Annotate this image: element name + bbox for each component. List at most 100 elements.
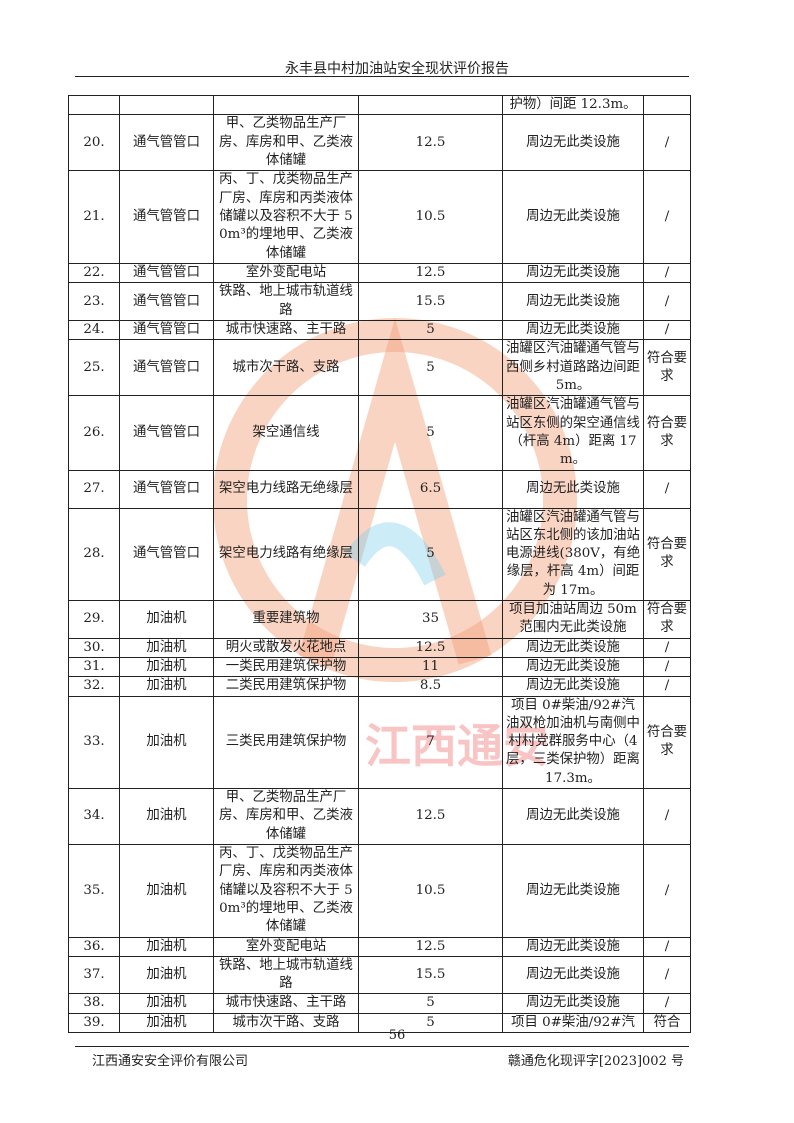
cell-actual: 油罐区汽油罐通气管与站区东侧的架空通信线（杆高 4m）距离 17m。: [502, 395, 644, 471]
table-row: 33. 加油机 三类民用建筑保护物 7 项目 0#柴油/92#汽油双枪加油机与南侧中村村…: [68, 695, 691, 790]
table-row: 32. 加油机 二类民用建筑保护物 8.5 周边无此类设施 /: [68, 676, 691, 697]
cell-actual: 护物）间距 12.3m。: [502, 94, 644, 116]
cell-standard: 12.5: [358, 114, 503, 172]
cell-actual: 项目 0#柴油/92#汽油双枪加油机与南侧中村村党群服务中心（4层，三类保护物）…: [502, 695, 644, 790]
cell-standard: 12.5: [358, 637, 503, 658]
cell-object: 一类民用建筑保护物: [213, 656, 359, 678]
cell-no: 31.: [68, 656, 120, 678]
footer-company: 江西通安安全评价有限公司: [92, 1054, 249, 1069]
cell-result: /: [643, 637, 691, 658]
cell-item: 加油机: [119, 676, 214, 697]
table-row: 27. 通气管管口 架空电力线路无绝缘层 6.5 周边无此类设施 /: [68, 469, 691, 509]
table-row: 22. 通气管管口 室外变配电站 12.5 周边无此类设施 /: [68, 263, 691, 284]
cell-actual: 油罐区汽油罐通气管与西侧乡村道路路边间距 5m。: [502, 339, 644, 397]
cell-standard: 5: [358, 993, 503, 1014]
table-row: 30. 加油机 明火或散发火花地点 12.5 周边无此类设施 /: [68, 637, 691, 658]
cell-actual: 周边无此类设施: [502, 114, 644, 172]
cell-actual: 周边无此类设施: [502, 656, 644, 678]
cell-item: 通气管管口: [119, 339, 214, 397]
cell-actual: 周边无此类设施: [502, 282, 644, 322]
cell-item: 通气管管口: [119, 170, 214, 265]
cell-actual: 周边无此类设施: [502, 676, 644, 697]
table-row: 21. 通气管管口 丙、丁、戊类物品生产厂房、库房和丙类液体储罐以及容积不大于 50…: [68, 170, 691, 265]
cell-object: 室外变配电站: [213, 936, 359, 957]
cell-standard: [358, 94, 503, 116]
cell-actual: 周边无此类设施: [502, 469, 644, 509]
cell-no: 39.: [68, 1012, 120, 1033]
cell-object: 三类民用建筑保护物: [213, 695, 359, 790]
table-row: 31. 加油机 一类民用建筑保护物 11 周边无此类设施 /: [68, 656, 691, 678]
cell-actual: 周边无此类设施: [502, 955, 644, 995]
table-row: 28. 通气管管口 架空电力线路有绝缘层 5 油罐区汽油罐通气管与站区东北侧的该加油站电…: [68, 507, 691, 602]
table-row: 24. 通气管管口 城市快速路、主干路 5 周边无此类设施 /: [68, 320, 691, 341]
cell-no: 25.: [68, 339, 120, 397]
cell-no: 29.: [68, 600, 120, 639]
cell-no: 23.: [68, 282, 120, 322]
cell-no: 30.: [68, 637, 120, 658]
cell-no: 37.: [68, 955, 120, 995]
cell-object: 铁路、地上城市轨道线路: [213, 955, 359, 995]
cell-standard: 12.5: [358, 936, 503, 957]
cell-actual: 项目 0#柴油/92#汽: [502, 1012, 644, 1033]
cell-object: 架空电力线路有绝缘层: [213, 507, 359, 602]
cell-actual: 周边无此类设施: [502, 263, 644, 284]
cell-standard: 8.5: [358, 676, 503, 697]
cell-item: 加油机: [119, 788, 214, 846]
cell-object: 丙、丁、戊类物品生产厂房、库房和丙类液体储罐以及容积不大于 50m³的埋地甲、乙…: [213, 170, 359, 265]
cell-result: /: [643, 656, 691, 678]
cell-standard: 15.5: [358, 955, 503, 995]
cell-no: 27.: [68, 469, 120, 509]
table-row: 23. 通气管管口 铁路、地上城市轨道线路 15.5 周边无此类设施 /: [68, 282, 691, 322]
cell-no: 33.: [68, 695, 120, 790]
safety-distance-table: 护物）间距 12.3m。 20. 通气管管口 甲、乙类物品生产厂房、库房和甲、乙类液体…: [68, 94, 691, 1033]
cell-result: /: [643, 263, 691, 284]
cell-item: 通气管管口: [119, 320, 214, 341]
cell-standard: 6.5: [358, 469, 503, 509]
page-header-title: 永丰县中村加油站安全现状评价报告: [285, 61, 509, 77]
cell-actual: 周边无此类设施: [502, 788, 644, 846]
cell-actual: 周边无此类设施: [502, 936, 644, 957]
cell-standard: 12.5: [358, 788, 503, 846]
cell-item: 加油机: [119, 695, 214, 790]
cell-actual: 周边无此类设施: [502, 637, 644, 658]
cell-object: 甲、乙类物品生产厂房、库房和甲、乙类液体储罐: [213, 788, 359, 846]
cell-object: 城市快速路、主干路: [213, 320, 359, 341]
cell-result: 符合要求: [643, 600, 691, 639]
cell-result: /: [643, 936, 691, 957]
cell-result: /: [643, 114, 691, 172]
cell-actual: 周边无此类设施: [502, 320, 644, 341]
header-divider: [75, 76, 689, 77]
table-row: 34. 加油机 甲、乙类物品生产厂房、库房和甲、乙类液体储罐 12.5 周边无此类设施 /: [68, 788, 691, 846]
cell-object: 重要建筑物: [213, 600, 359, 639]
cell-result: 符合要求: [643, 695, 691, 790]
table-row: 20. 通气管管口 甲、乙类物品生产厂房、库房和甲、乙类液体储罐 12.5 周边无此类设…: [68, 114, 691, 172]
cell-item: 加油机: [119, 1012, 214, 1033]
cell-standard: 5: [358, 507, 503, 602]
table-row: 26. 通气管管口 架空通信线 5 油罐区汽油罐通气管与站区东侧的架空通信线（杆高 4m…: [68, 395, 691, 471]
cell-object: 架空通信线: [213, 395, 359, 471]
cell-item: 通气管管口: [119, 395, 214, 471]
cell-standard: 5: [358, 320, 503, 341]
table-row: 29. 加油机 重要建筑物 35 项目加油站周边 50m 范围内无此类设施 符合要求: [68, 600, 691, 639]
cell-object: 二类民用建筑保护物: [213, 676, 359, 697]
table-row: 38. 加油机 城市快速路、主干路 5 周边无此类设施 /: [68, 993, 691, 1014]
cell-result: /: [643, 788, 691, 846]
cell-object: 明火或散发火花地点: [213, 637, 359, 658]
cell-actual: 周边无此类设施: [502, 170, 644, 265]
cell-object: 城市次干路、支路: [213, 339, 359, 397]
cell-no: 36.: [68, 936, 120, 957]
cell-no: 26.: [68, 395, 120, 471]
cell-no: 35.: [68, 844, 120, 938]
cell-standard: 12.5: [358, 263, 503, 284]
cell-standard: 7: [358, 695, 503, 790]
cell-actual: 油罐区汽油罐通气管与站区东北侧的该加油站电源进线(380V，有绝缘层，杆高 4m…: [502, 507, 644, 602]
page-number: 56: [388, 1028, 406, 1043]
cell-object: 城市快速路、主干路: [213, 993, 359, 1014]
cell-object: 室外变配电站: [213, 263, 359, 284]
cell-standard: 10.5: [358, 844, 503, 938]
cell-actual: 周边无此类设施: [502, 844, 644, 938]
cell-standard: 35: [358, 600, 503, 639]
cell-no: 34.: [68, 788, 120, 846]
cell-no: 24.: [68, 320, 120, 341]
footer-doc-number: 赣通危化现评字[2023]002 号: [507, 1054, 684, 1069]
